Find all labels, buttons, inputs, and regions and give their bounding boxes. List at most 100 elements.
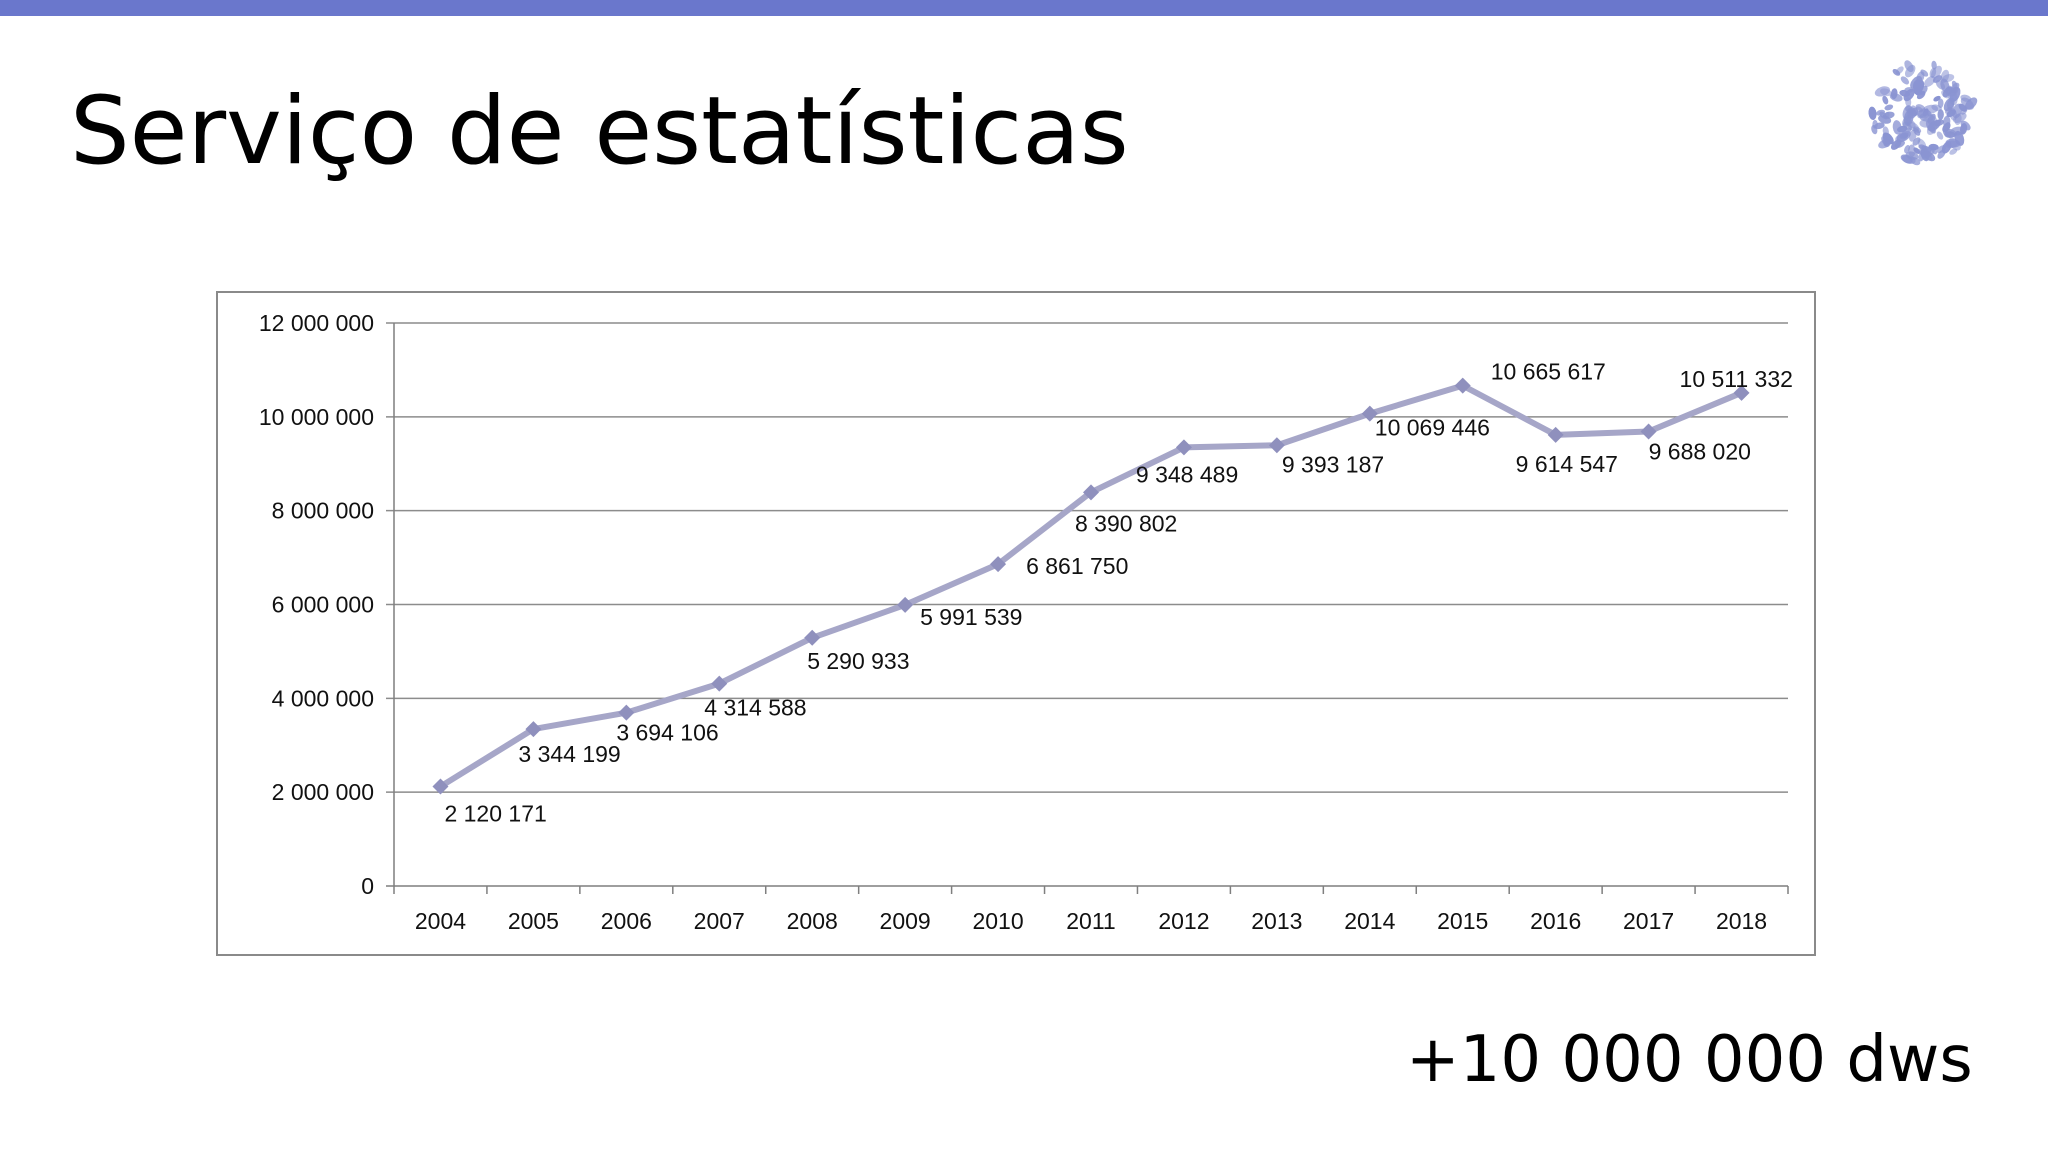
x-tick-label: 2015	[1437, 908, 1488, 934]
logo-petal	[1882, 95, 1889, 105]
data-point-marker	[1640, 423, 1657, 440]
data-label: 9 348 489	[1136, 461, 1238, 487]
y-tick-label: 6 000 000	[272, 592, 374, 618]
data-label: 10 665 617	[1491, 359, 1606, 385]
logo-petal	[1958, 103, 1967, 112]
data-point-marker	[432, 778, 449, 795]
x-tick-label: 2008	[787, 908, 838, 934]
logo-petal	[1908, 144, 1916, 157]
logo-petal	[1876, 109, 1886, 116]
data-point-marker	[1454, 377, 1471, 394]
logo-petal	[1908, 107, 1918, 119]
logo-petal	[1902, 115, 1911, 128]
logo-petal	[1900, 76, 1910, 85]
logo-petal	[1884, 104, 1894, 111]
data-label: 9 688 020	[1649, 438, 1751, 464]
line-chart: 0 2 000 000 4 000 000 6 000 000 8 000 000 10 …	[259, 310, 1793, 934]
y-tick-label: 4 000 000	[272, 685, 374, 711]
logo-petal	[1909, 156, 1921, 166]
x-tick-label: 2010	[972, 908, 1023, 934]
top-accent-bar	[0, 0, 2048, 16]
logo-petal	[1883, 138, 1892, 146]
data-point-marker	[1547, 426, 1564, 443]
logo-petal	[1923, 104, 1939, 114]
logo-petal	[1954, 113, 1962, 126]
y-tick-label: 2 000 000	[272, 779, 374, 805]
logo-petal	[1912, 79, 1923, 96]
data-label: 2 120 171	[444, 801, 546, 827]
logo-petal	[1868, 106, 1877, 120]
data-point-marker	[618, 704, 635, 721]
data-label: 10 511 332	[1680, 366, 1793, 392]
y-tick-label: 10 000 000	[259, 404, 374, 430]
x-tick-label: 2013	[1251, 908, 1302, 934]
logo-petal	[1882, 111, 1895, 119]
logo-petal	[1923, 76, 1936, 87]
y-tick-label: 8 000 000	[272, 498, 374, 524]
logo-petal	[1937, 149, 1946, 159]
data-label: 8 390 802	[1075, 510, 1177, 536]
logo-petal	[1894, 140, 1905, 148]
logo-petal	[1918, 144, 1927, 151]
x-tick-label: 2004	[415, 908, 466, 934]
logo-petal	[1919, 112, 1934, 122]
data-point-marker	[525, 721, 542, 738]
x-tick-label: 2005	[508, 908, 559, 934]
data-point-marker	[1083, 484, 1099, 501]
x-tick-label: 2009	[880, 908, 931, 934]
logo-petal	[1948, 86, 1959, 97]
data-point-marker	[1361, 405, 1378, 422]
x-tick-label: 2011	[1066, 908, 1115, 934]
data-label: 10 069 446	[1375, 415, 1490, 441]
logo-petal	[1949, 148, 1958, 155]
logo-petal	[1944, 107, 1953, 114]
logo-petal	[1954, 130, 1965, 146]
logo-petal	[1960, 120, 1971, 131]
y-tick-label: 12 000 000	[259, 310, 374, 336]
x-tick-label: 2017	[1623, 908, 1674, 934]
data-point-marker	[1175, 439, 1192, 456]
logo-petal	[1882, 126, 1889, 137]
data-point-marker	[990, 556, 1007, 573]
logo-petal	[1945, 140, 1958, 149]
flower-cluster-icon	[1868, 60, 1978, 166]
x-tick-label: 2018	[1716, 908, 1767, 934]
logo-petal	[1931, 65, 1942, 79]
footer-note: +10 000 000 dws	[1406, 1023, 1973, 1097]
data-label: 3 344 199	[518, 741, 620, 767]
logo-petal	[1926, 121, 1938, 135]
logo-petal	[1895, 66, 1904, 75]
logo-petal	[1904, 64, 1916, 78]
data-label: 3 694 106	[616, 720, 718, 746]
data-point-marker	[897, 596, 914, 613]
x-tick-label: 2016	[1530, 908, 1581, 934]
x-tick-label: 2006	[601, 908, 652, 934]
logo-petal	[1895, 133, 1908, 143]
x-tick-label: 2014	[1344, 908, 1395, 934]
logo-petal	[1941, 90, 1950, 99]
x-tick-label: 2007	[694, 908, 745, 934]
chart-frame: 0 2 000 000 4 000 000 6 000 000 8 000 000 10 …	[216, 291, 1816, 956]
logo-petal	[1943, 115, 1951, 128]
slide-title: Serviço de estatísticas	[70, 77, 1129, 186]
data-label: 6 861 750	[1026, 553, 1128, 579]
logo-petal	[1936, 131, 1944, 140]
data-point-marker	[804, 629, 821, 646]
data-point-marker	[711, 675, 728, 692]
data-label: 5 290 933	[807, 648, 909, 674]
logo-petal	[1913, 127, 1921, 136]
logo-petal	[1937, 98, 1944, 109]
x-tick-label: 2012	[1158, 908, 1209, 934]
logo-petal	[1874, 86, 1890, 97]
logo-petal	[1937, 109, 1944, 120]
data-label: 9 614 547	[1516, 451, 1618, 477]
logo-petal	[1889, 93, 1903, 102]
y-tick-label: 0	[361, 873, 374, 899]
data-label: 4 314 588	[704, 695, 806, 721]
data-point-marker	[1268, 437, 1285, 454]
logo-petal	[1872, 119, 1878, 129]
logo-petal	[1903, 88, 1915, 102]
logo-petal	[1930, 146, 1938, 155]
logo-petal	[1940, 78, 1950, 93]
data-label: 5 991 539	[920, 604, 1022, 630]
